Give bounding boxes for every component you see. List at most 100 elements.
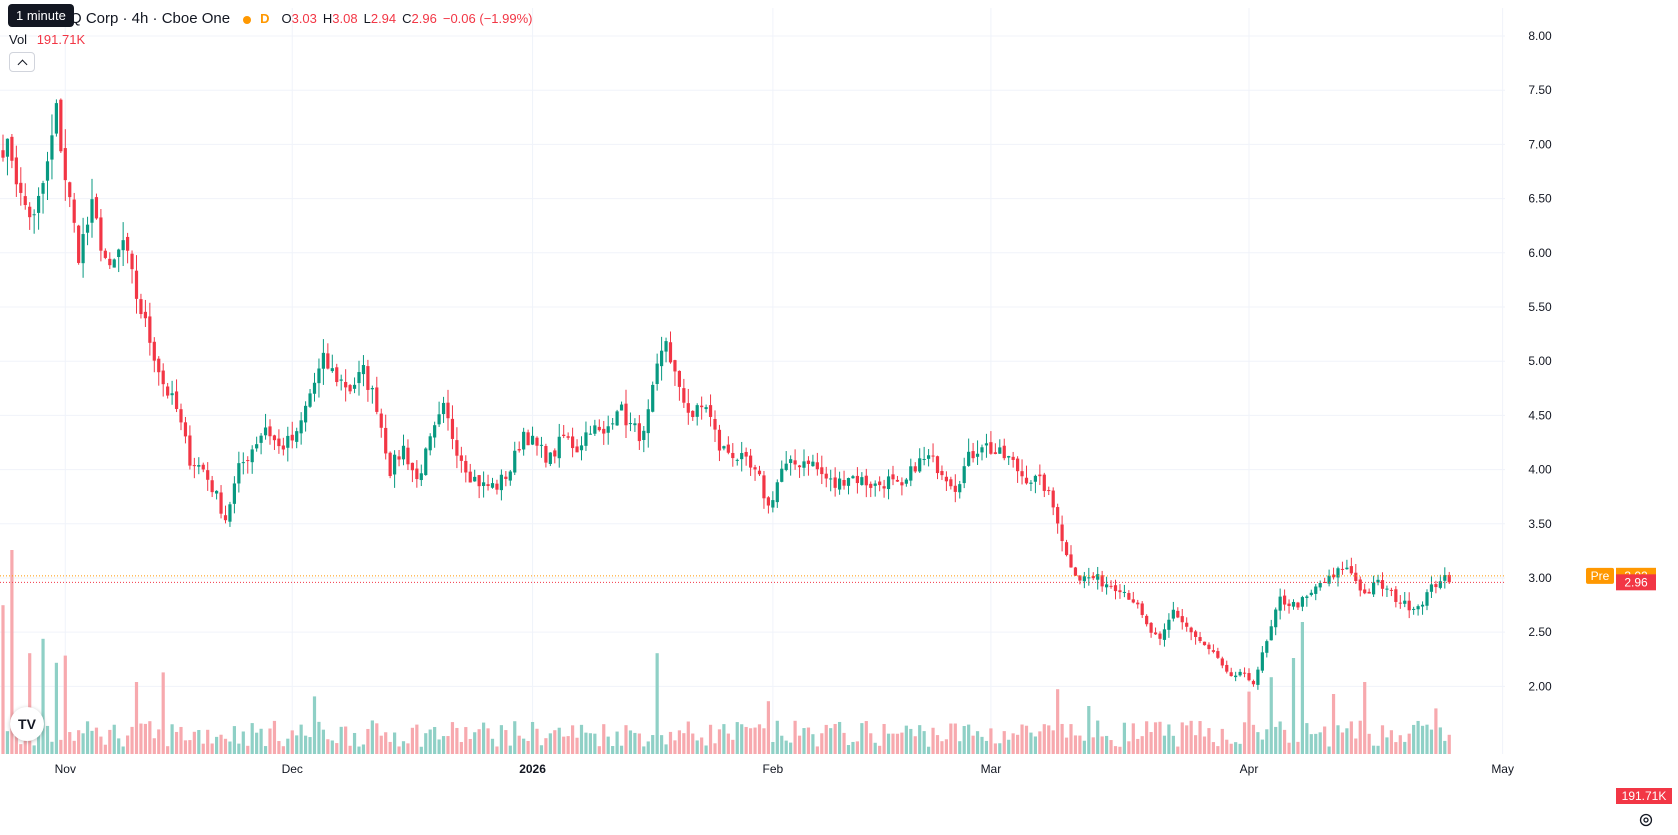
volume-bar (588, 733, 592, 754)
volume-bar (1220, 728, 1224, 754)
candle-body (717, 429, 722, 451)
candle-body (993, 452, 997, 455)
volume-bar (1269, 677, 1273, 754)
candle-body (571, 436, 575, 449)
pre-tag-label: Pre (1591, 569, 1610, 583)
tradingview-logo-icon[interactable]: TV (10, 707, 44, 741)
volume-bar (539, 745, 544, 754)
volume-bar (864, 721, 868, 754)
volume-bar (1002, 731, 1006, 754)
chart-grid (0, 8, 1505, 754)
volume-bar (838, 721, 842, 754)
time-tick-label: Nov (55, 762, 76, 776)
candle-body (1091, 575, 1095, 579)
volume-bar (1, 605, 5, 754)
volume-bar (1380, 725, 1385, 754)
volume-bar (237, 743, 241, 754)
candle-body (1158, 633, 1162, 639)
volume-bar (579, 724, 584, 754)
volume-bar (1327, 746, 1331, 754)
candle-body (953, 485, 957, 492)
time-tick-label: Mar (981, 762, 1002, 776)
volume-bar (157, 729, 161, 754)
candle-body (1149, 622, 1153, 633)
candle-body (548, 452, 552, 464)
volume-bar (1207, 728, 1211, 754)
candle-body (1113, 585, 1118, 592)
volume-bar (179, 726, 183, 754)
candle-body (771, 500, 775, 508)
candle-body (81, 234, 85, 264)
candle-body (299, 420, 303, 434)
volume-bar (41, 638, 45, 754)
candle-body (633, 423, 637, 426)
volume-bar (646, 741, 650, 754)
candle-body (1372, 582, 1376, 595)
candle-body (820, 467, 824, 475)
candle-body (161, 370, 165, 385)
volume-bar (1024, 725, 1029, 754)
candle-body (366, 366, 370, 390)
candle-body (517, 449, 521, 451)
symbol-legend: Q Corp · 4h · Cboe One D O 3.03 H 3.08 L 2.… (8, 8, 538, 28)
price-axis[interactable]: 2.00 2.50 3.00 3.50 4.00 4.50 5.00 5.50 6.00 6.50… (1528, 29, 1552, 693)
volume-bar (762, 728, 766, 754)
candle-body (321, 352, 325, 369)
candle-body (1429, 584, 1434, 592)
volume-bar (232, 726, 236, 754)
volume-bar (655, 653, 659, 754)
candle-body (250, 449, 254, 463)
candle-body (838, 478, 842, 490)
candle-body (459, 455, 463, 461)
volume-bar (971, 735, 975, 754)
candle-body (232, 483, 236, 504)
candle-body (611, 423, 615, 425)
candle-body (419, 473, 423, 481)
candle-body (975, 453, 980, 457)
candle-body (553, 450, 557, 457)
volume-bar (753, 727, 757, 754)
symbol-title[interactable]: Q Corp · 4h · Cboe One (70, 9, 231, 27)
candle-body (1234, 675, 1238, 678)
volume-bar (1412, 724, 1416, 754)
volume-value-label: 191.71K (1622, 789, 1667, 803)
collapse-legend-button[interactable] (9, 52, 35, 72)
candle-body (473, 476, 477, 482)
candle-body (259, 435, 263, 443)
candle-body (1225, 664, 1229, 672)
candle-body (797, 465, 802, 468)
candle-body (210, 480, 214, 493)
volume-bar (1162, 735, 1167, 754)
candle-body (1318, 583, 1322, 588)
candle-body (722, 446, 726, 449)
candle-body (762, 475, 766, 499)
candle-body (526, 432, 530, 446)
volume-bar (677, 730, 681, 754)
candle-body (944, 476, 948, 482)
candle-body (1145, 615, 1149, 625)
volume-bar (1345, 728, 1349, 754)
volume-bar (1216, 746, 1220, 754)
candle-body (317, 368, 321, 384)
volume-bar (1407, 733, 1411, 754)
low-value: 2.94 (370, 10, 397, 26)
volume-bar (891, 733, 895, 754)
volume-bar (695, 740, 699, 754)
volume-bar (557, 727, 561, 754)
low-label: L (363, 10, 371, 26)
volume-bar (1011, 733, 1015, 754)
volume-bar (286, 738, 290, 754)
volume-value-bg (1616, 788, 1672, 804)
volume-bar (691, 733, 695, 754)
candle-body (668, 342, 673, 363)
volume-bar (37, 729, 41, 754)
volume-bar (1122, 722, 1126, 754)
candle-body (624, 403, 628, 426)
candle-body (1274, 609, 1278, 628)
volume-bar (1100, 736, 1104, 754)
gear-icon[interactable] (1638, 812, 1654, 828)
volume-bar (192, 731, 196, 754)
volume-bar (1189, 720, 1193, 754)
time-axis[interactable]: Nov Dec 2026 Feb Mar Apr May (55, 762, 1514, 776)
